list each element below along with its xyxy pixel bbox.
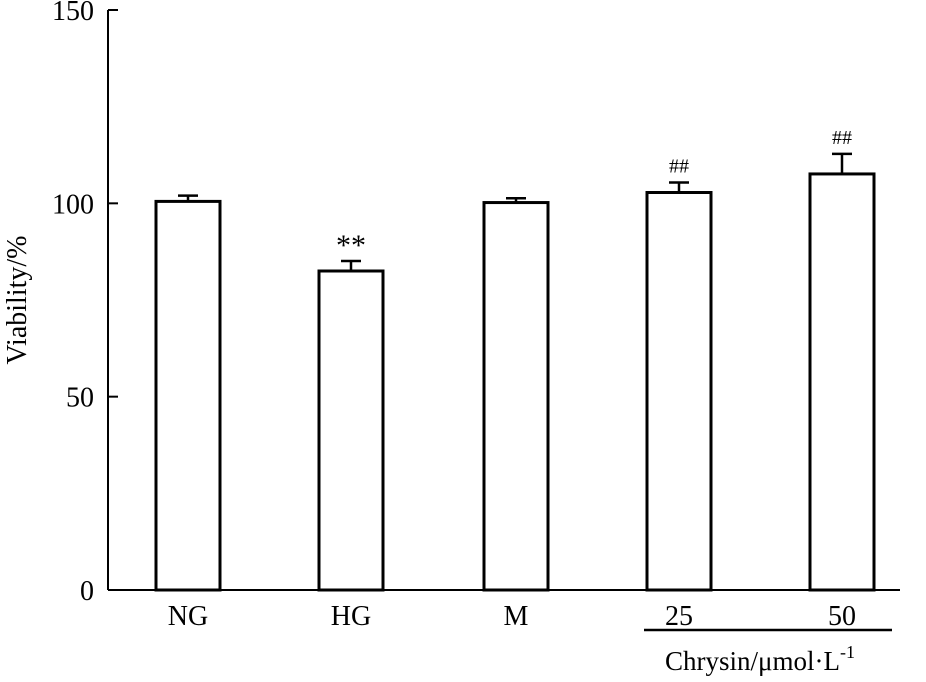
category-label-50: 50 (828, 601, 856, 632)
y-tick-label-0: 0 (80, 576, 94, 607)
category-label-M: M (504, 601, 529, 632)
category-label-25: 25 (665, 601, 693, 632)
category-label-HG: HG (331, 601, 371, 632)
significance-HG: ** (336, 229, 366, 262)
significance-25: ## (669, 155, 689, 177)
axes: 0 50 100 150 (52, 0, 900, 607)
y-tick-label-50: 50 (66, 383, 94, 414)
y-axis-title: Viability/% (2, 236, 33, 365)
y-tick-label-150: 150 (52, 0, 94, 27)
bars (154, 152, 876, 592)
significance-50: ## (832, 127, 852, 149)
labels: NG ** HG M ## 25 ## 50 (168, 127, 892, 632)
group-label-superscript: -1 (840, 642, 855, 662)
bar-NG (154, 199, 222, 592)
bar-25 (645, 191, 713, 592)
category-label-NG: NG (168, 601, 208, 632)
group-label: Chrysin/μmol·L-1 (665, 642, 855, 676)
bar-M (482, 201, 550, 592)
bar-50 (808, 172, 876, 592)
y-tick-label-100: 100 (52, 189, 94, 220)
group-label-text: Chrysin/μmol·L (665, 646, 840, 676)
bar-HG (317, 269, 385, 592)
